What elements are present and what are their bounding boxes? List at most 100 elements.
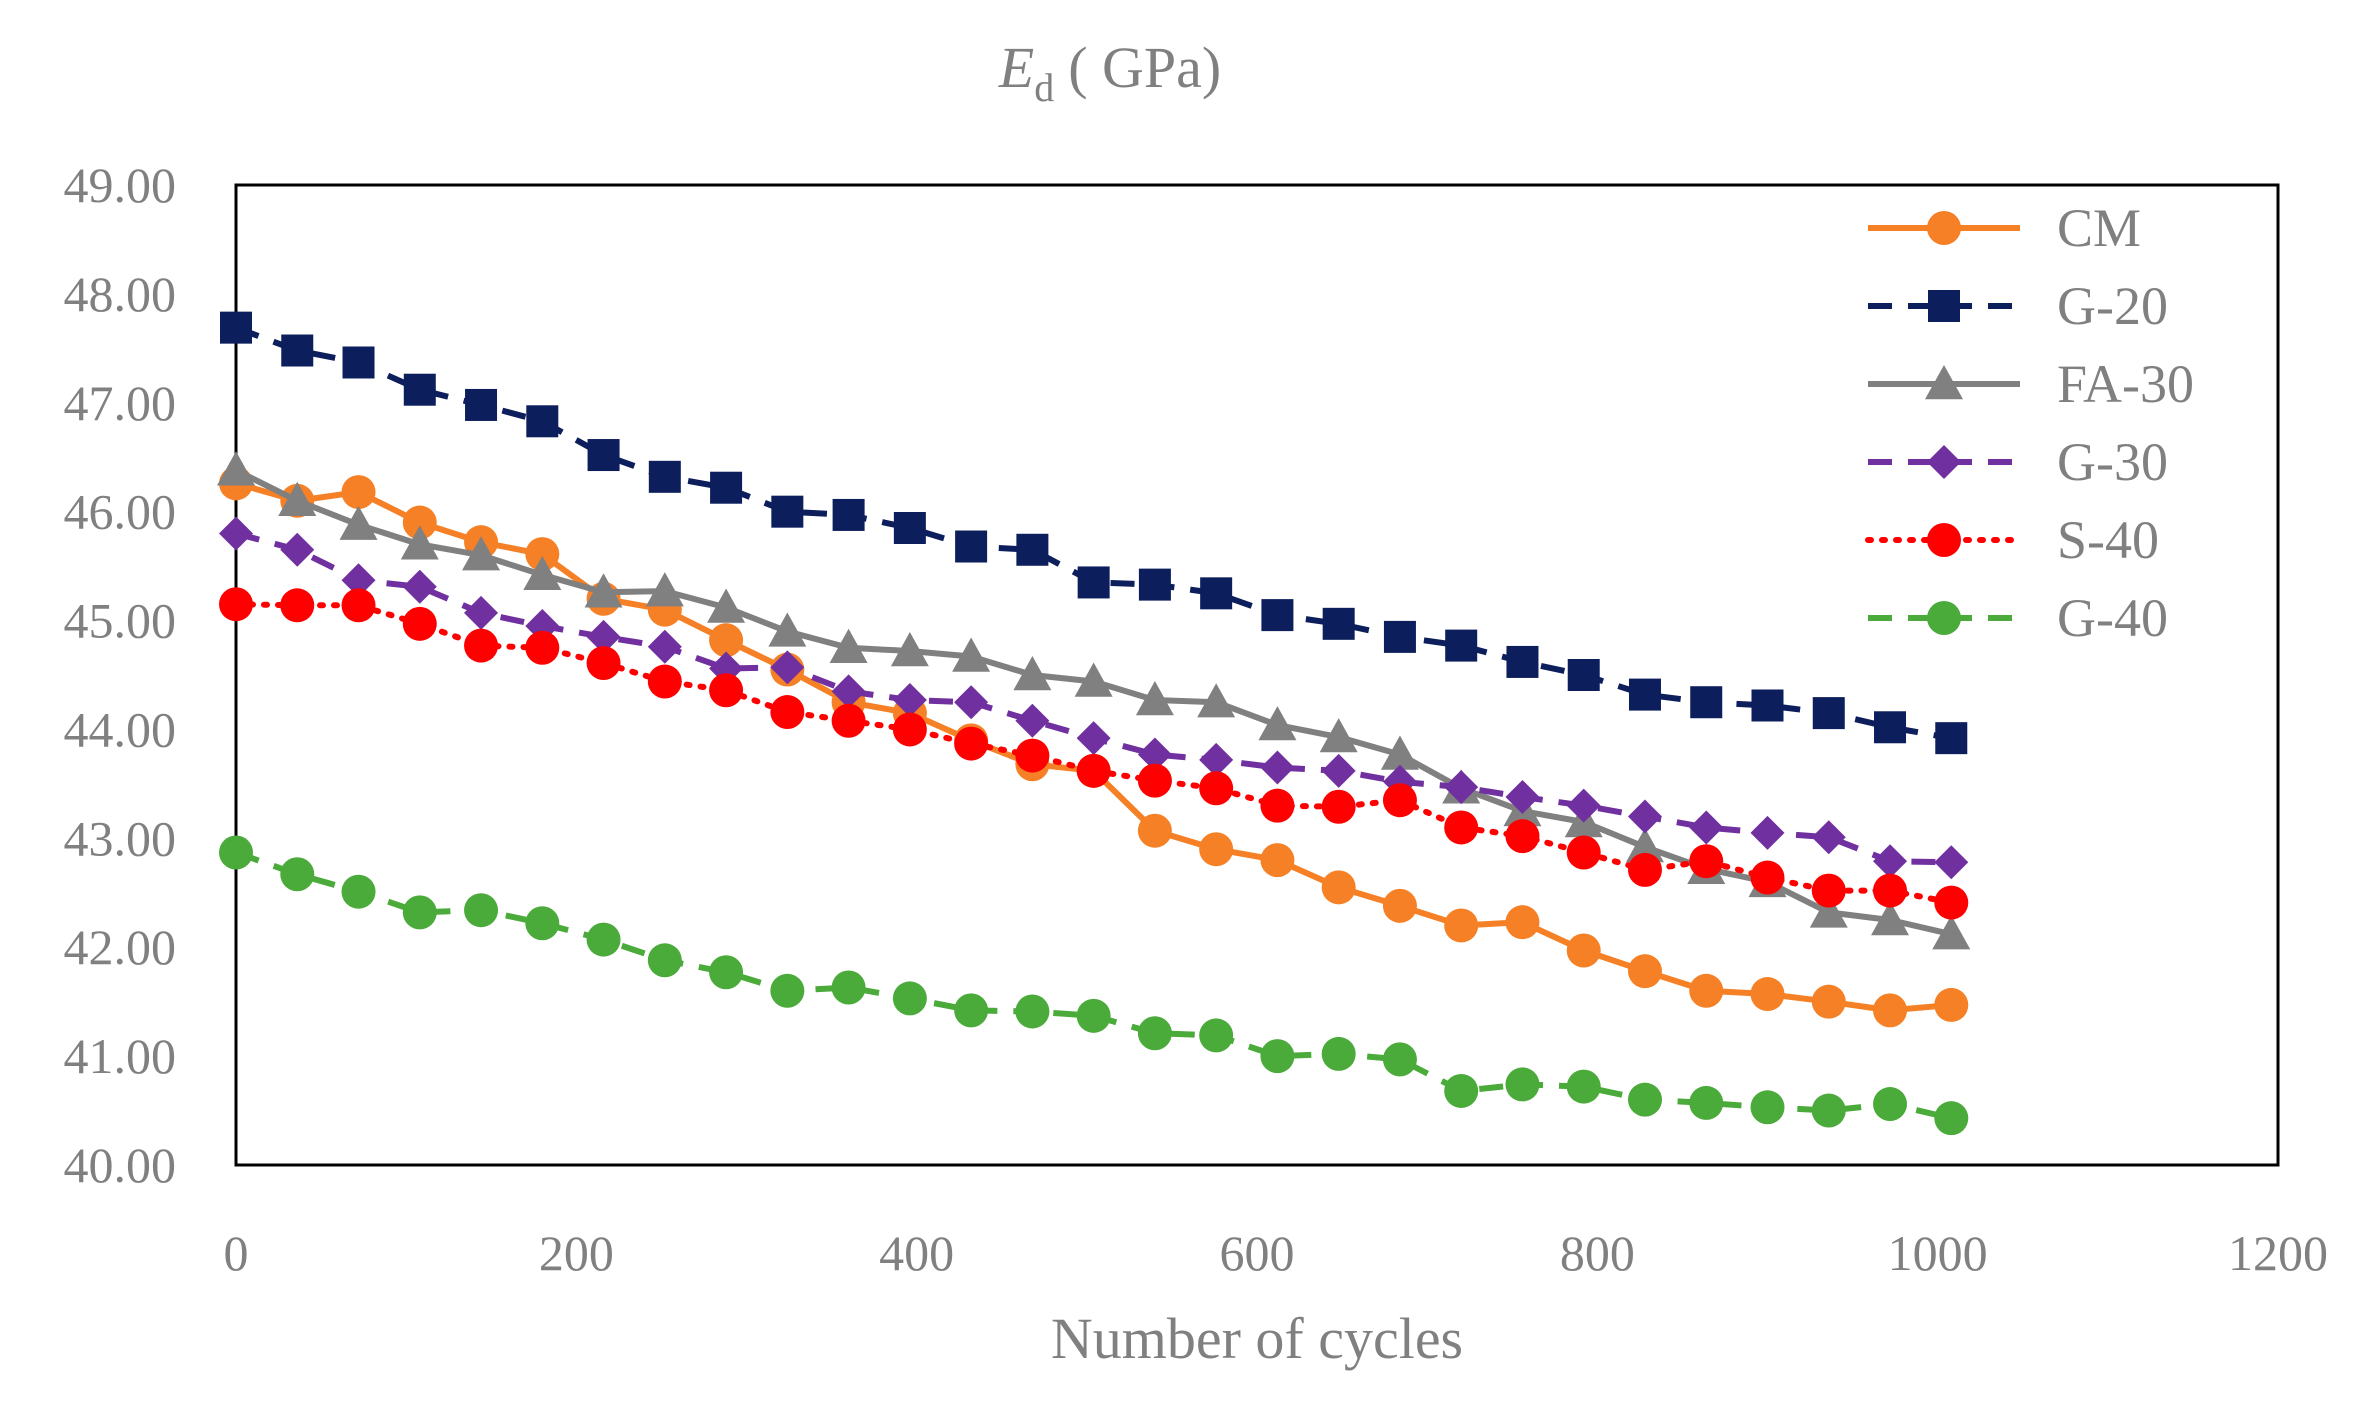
data-point-g-40 xyxy=(1382,1042,1417,1077)
legend-marker xyxy=(1927,211,1961,245)
chart-title-subscript: d xyxy=(1034,65,1054,110)
legend: CM G-20 FA-30 G-30 S-40 G-40 xyxy=(1865,198,2194,648)
series-s-40 xyxy=(219,587,1969,920)
data-point-fa-30 xyxy=(1197,683,1236,718)
data-point-g-20 xyxy=(1261,599,1294,632)
data-point-fa-30 xyxy=(890,632,929,667)
data-point-s-40 xyxy=(1873,873,1908,908)
data-point-fa-30 xyxy=(339,505,378,540)
y-tick-label: 47.00 xyxy=(64,375,177,431)
x-tick-label: 1200 xyxy=(2228,1225,2328,1281)
data-point-g-30 xyxy=(770,650,805,685)
data-point-g-40 xyxy=(341,874,376,909)
data-point-g-40 xyxy=(709,955,744,990)
data-point-g-20 xyxy=(1935,722,1968,755)
data-point-s-40 xyxy=(1382,783,1417,818)
data-point-g-40 xyxy=(647,943,682,978)
data-point-g-40 xyxy=(1015,994,1050,1029)
data-point-g-30 xyxy=(341,563,376,598)
data-point-s-40 xyxy=(1811,873,1846,908)
data-point-g-30 xyxy=(831,674,866,709)
data-point-g-30 xyxy=(1015,703,1050,738)
data-point-fa-30 xyxy=(768,612,807,647)
data-point-fa-30 xyxy=(952,637,991,672)
data-point-g-20 xyxy=(1445,629,1478,662)
data-point-cm xyxy=(1199,832,1234,867)
data-point-g-40 xyxy=(1689,1085,1724,1120)
data-point-g-30 xyxy=(1627,799,1662,834)
series-fa-30 xyxy=(217,451,1971,950)
x-tick-label: 200 xyxy=(539,1225,614,1281)
data-point-g-20 xyxy=(281,334,314,367)
data-point-s-40 xyxy=(1505,819,1540,854)
data-point-g-40 xyxy=(586,922,621,957)
y-tick-label: 42.00 xyxy=(64,919,177,975)
data-point-s-40 xyxy=(464,628,499,663)
data-point-cm xyxy=(341,475,376,510)
data-point-s-40 xyxy=(402,606,437,641)
legend-label: S-40 xyxy=(2057,510,2159,570)
data-point-s-40 xyxy=(831,703,866,738)
y-tick-label: 49.00 xyxy=(64,157,177,213)
chart-title-unit: ( GPa) xyxy=(1068,35,1221,100)
data-point-s-40 xyxy=(280,588,315,623)
data-point-g-20 xyxy=(465,388,498,421)
data-point-g-30 xyxy=(954,685,989,720)
series-g-20 xyxy=(220,311,1968,755)
data-point-s-40 xyxy=(647,664,682,699)
data-point-fa-30 xyxy=(1380,735,1419,770)
data-point-s-40 xyxy=(892,712,927,747)
data-point-g-30 xyxy=(464,595,499,630)
data-point-g-30 xyxy=(1750,815,1785,850)
data-point-g-30 xyxy=(1260,750,1295,785)
data-point-g-40 xyxy=(1260,1039,1295,1074)
data-point-g-20 xyxy=(1383,620,1416,653)
chart-title: Ed ( GPa) xyxy=(998,35,1221,110)
data-point-fa-30 xyxy=(645,572,684,607)
y-axis: 40.00 41.00 42.00 43.00 44.00 45.00 46.00 47.00… xyxy=(64,157,177,1193)
data-point-cm xyxy=(1444,908,1479,943)
data-point-g-40 xyxy=(954,993,989,1028)
data-point-s-40 xyxy=(954,726,989,761)
chart-title-symbol: E xyxy=(998,35,1034,100)
data-point-g-30 xyxy=(402,569,437,604)
legend-marker xyxy=(1927,523,1961,557)
legend-marker xyxy=(1928,290,1960,322)
data-point-g-20 xyxy=(648,460,681,493)
data-point-g-20 xyxy=(1690,686,1723,719)
data-point-g-30 xyxy=(280,532,315,567)
y-tick-label: 45.00 xyxy=(64,593,177,649)
data-point-g-30 xyxy=(1934,845,1969,880)
data-point-s-40 xyxy=(1689,844,1724,879)
data-point-g-20 xyxy=(771,495,804,528)
data-point-cm xyxy=(402,505,437,540)
data-point-g-20 xyxy=(526,405,559,438)
data-point-g-40 xyxy=(831,970,866,1005)
data-point-g-20 xyxy=(1874,711,1907,744)
data-point-cm xyxy=(1321,870,1356,905)
data-point-fa-30 xyxy=(1932,915,1971,950)
data-point-cm xyxy=(1627,954,1662,989)
data-point-s-40 xyxy=(341,588,376,623)
data-point-g-30 xyxy=(586,619,621,654)
data-point-g-30 xyxy=(1689,810,1724,845)
data-point-fa-30 xyxy=(1625,828,1664,863)
data-point-s-40 xyxy=(1076,753,1111,788)
data-point-fa-30 xyxy=(1871,901,1910,936)
data-point-g-20 xyxy=(1628,678,1661,711)
data-point-g-40 xyxy=(1811,1093,1846,1128)
data-point-fa-30 xyxy=(829,628,868,663)
data-point-s-40 xyxy=(586,646,621,681)
data-point-g-40 xyxy=(892,981,927,1016)
data-point-g-40 xyxy=(464,893,499,928)
data-point-g-40 xyxy=(1627,1082,1662,1117)
data-point-s-40 xyxy=(1199,771,1234,806)
series-g-40 xyxy=(219,835,1969,1136)
data-point-g-30 xyxy=(1199,742,1234,777)
legend-label: FA-30 xyxy=(2057,354,2194,414)
x-tick-label: 1000 xyxy=(1888,1225,1988,1281)
data-point-s-40 xyxy=(1321,789,1356,824)
data-point-fa-30 xyxy=(217,451,255,486)
data-point-g-40 xyxy=(1321,1036,1356,1071)
legend-label: CM xyxy=(2057,198,2141,258)
